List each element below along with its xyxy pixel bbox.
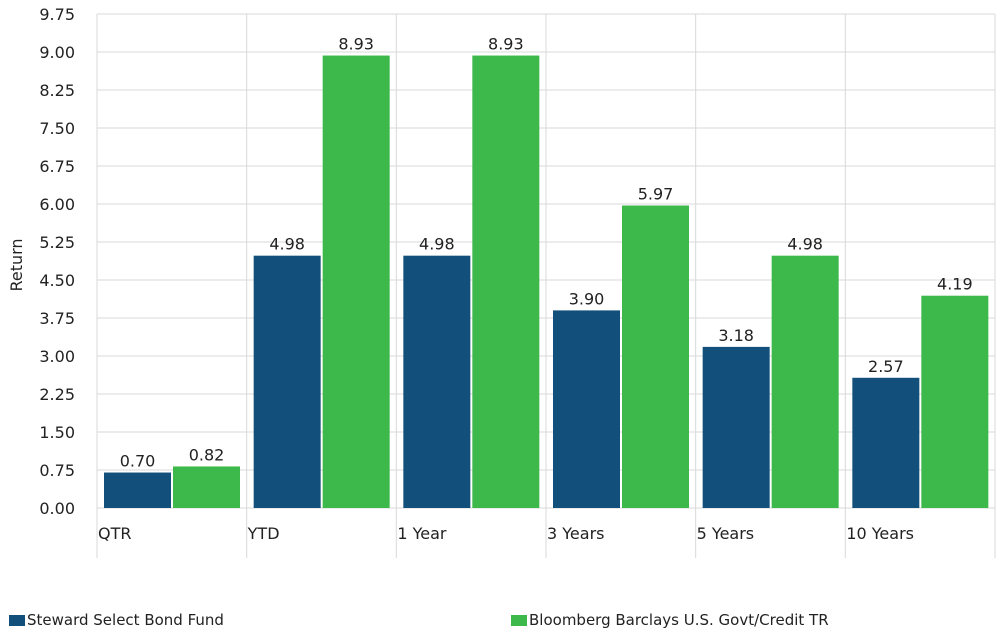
bar-chart: 0.00 0.75 1.50 2.25 3.00 3.75 4.50 5.25 6.00 6.75… [7, 5, 996, 558]
y-tick-label: 9.75 [39, 5, 75, 24]
y-tick-label: 0.00 [39, 499, 75, 518]
x-category-label: 5 Years [697, 524, 754, 543]
y-axis-title: Return [7, 238, 26, 291]
y-tick-label: 8.25 [39, 81, 75, 100]
bar-bloomberg [472, 55, 540, 509]
data-label: 2.57 [868, 357, 904, 376]
legend-label-bloomberg: Bloomberg Barclays U.S. Govt/Credit TR [529, 611, 829, 629]
y-tick-label: 4.50 [39, 271, 75, 290]
y-tick-label: 0.75 [39, 461, 75, 480]
data-label: 0.70 [120, 452, 156, 471]
data-label: 5.97 [638, 185, 674, 204]
bar-bloomberg [921, 295, 989, 508]
y-tick-label: 9.00 [39, 43, 75, 62]
data-label: 4.98 [269, 235, 305, 254]
data-label: 4.98 [419, 235, 455, 254]
x-category-label: 1 Year [397, 524, 447, 543]
y-tick-label: 5.25 [39, 233, 75, 252]
data-label: 8.93 [488, 35, 524, 54]
y-tick-label: 2.25 [39, 385, 75, 404]
y-tick-label: 7.50 [39, 119, 75, 138]
bar-steward [104, 472, 171, 508]
y-tick-label: 1.50 [39, 423, 75, 442]
bar-steward [553, 310, 620, 508]
bar-steward [403, 255, 471, 508]
legend-swatch-steward [9, 614, 25, 626]
data-label: 0.82 [189, 445, 225, 464]
y-tick-label: 3.75 [39, 309, 75, 328]
bar-bloomberg [173, 466, 240, 508]
bar-bloomberg [622, 205, 689, 508]
data-label: 4.19 [937, 275, 973, 294]
legend-label-steward: Steward Select Bond Fund [27, 611, 224, 629]
bar-bloomberg [771, 255, 839, 508]
x-category-label: QTR [98, 524, 131, 543]
data-label: 3.90 [569, 289, 605, 308]
x-category-label: 10 Years [846, 524, 914, 543]
bar-steward [702, 346, 770, 508]
bar-bloomberg [322, 55, 390, 509]
bar-steward [253, 255, 321, 508]
x-category-label: 3 Years [547, 524, 604, 543]
y-tick-label: 6.75 [39, 157, 75, 176]
data-label: 3.18 [718, 326, 754, 345]
y-tick-label: 6.00 [39, 195, 75, 214]
legend-item-bloomberg: Bloomberg Barclays U.S. Govt/Credit TR [511, 611, 829, 629]
data-label: 8.93 [338, 35, 374, 54]
legend-swatch-bloomberg [511, 614, 527, 626]
data-label: 4.98 [787, 235, 823, 254]
legend-item-steward: Steward Select Bond Fund [9, 611, 224, 629]
y-tick-label: 3.00 [39, 347, 75, 366]
x-category-label: YTD [247, 524, 280, 543]
bar-steward [852, 377, 920, 508]
